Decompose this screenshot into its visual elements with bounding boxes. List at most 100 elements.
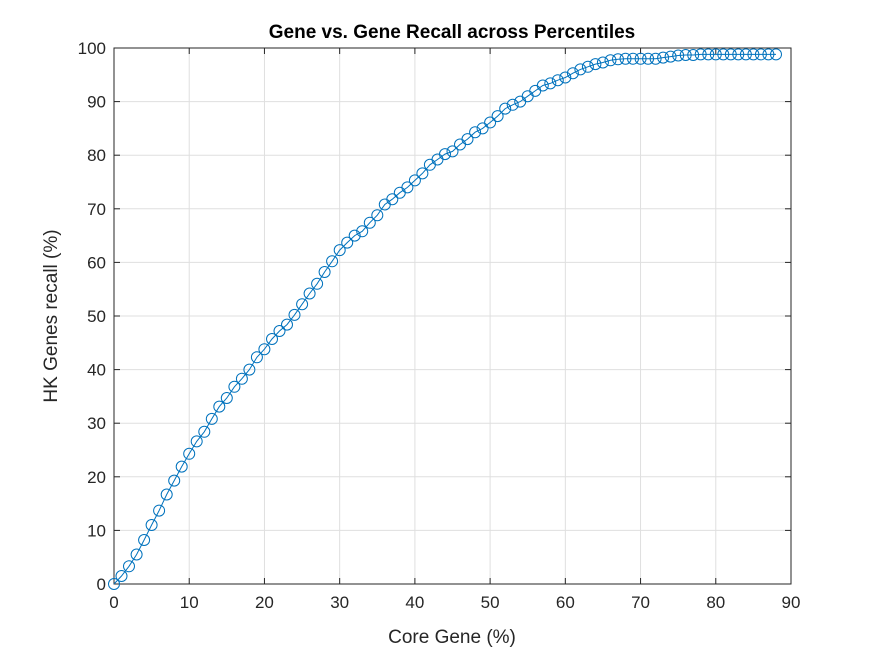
x-tick-label: 70 [631,593,650,612]
data-point [408,174,421,187]
x-tick-label: 40 [405,593,424,612]
data-point [694,48,707,61]
data-point [679,49,692,61]
data-point [371,209,384,222]
y-tick-label: 70 [87,200,106,219]
x-tick-label: 20 [255,593,274,612]
data-point [288,308,301,321]
x-tick-label: 80 [706,593,725,612]
data-point [581,60,594,73]
data-point [318,266,331,278]
data-point [687,49,700,61]
data-point [123,560,135,573]
data-point [213,400,226,413]
data-point [566,67,579,80]
data-point [198,425,211,438]
data-point [416,167,429,180]
data-point [596,56,609,69]
y-tick-label: 50 [87,307,106,326]
data-point [619,52,632,65]
data-point [281,318,293,331]
data-point [664,50,677,63]
y-tick-label: 0 [97,575,106,594]
data-point [183,447,196,460]
y-tick-label: 60 [87,253,106,272]
data-point [220,392,233,404]
x-tick-label: 30 [330,593,349,612]
data-point [115,570,128,582]
data-point [469,126,482,139]
y-tick-label: 30 [87,414,106,433]
data-point [476,122,489,135]
x-tick-labels: 0 10 20 30 40 50 60 70 80 90 [109,593,800,612]
data-point [145,519,158,531]
data-point [732,48,745,61]
data-point [649,52,662,65]
data-point [657,51,670,64]
data-point [386,193,399,206]
data-point [401,181,414,194]
data-point [717,48,730,61]
data-point [484,116,497,129]
data-point [574,63,587,76]
data-point [642,52,655,65]
data-point [754,48,767,61]
data-point [168,474,181,487]
data-point [153,504,166,517]
y-tick-labels: 0 10 20 30 40 50 60 70 80 90 100 [78,39,106,594]
data-point [446,145,459,158]
data-point [205,412,218,425]
data-point [296,298,309,311]
axis-ticks [113,47,792,585]
x-tick-label: 10 [180,593,199,612]
data-point [138,534,151,546]
data-point [551,74,564,87]
data-point [348,229,361,242]
data-point [250,351,263,364]
data-point [536,79,549,92]
data-point [190,435,203,448]
data-point [266,333,278,345]
chart-title: Gene vs. Gene Recall across Percentiles [269,22,635,43]
data-point [311,277,324,290]
x-tick-label: 0 [109,593,118,612]
y-tick-label: 100 [78,39,106,58]
data-point [589,58,602,71]
data-point [544,77,557,90]
data-point [724,48,737,61]
x-tick-label: 90 [782,593,801,612]
data-point [258,343,271,356]
data-point [130,548,143,561]
data-point [627,52,639,65]
data-point [108,578,120,590]
data-point [739,48,752,61]
y-tick-label: 10 [87,521,106,540]
data-point [559,71,572,84]
data-point [243,363,256,376]
data-point [333,244,346,257]
y-tick-label: 40 [87,361,106,380]
data-point [363,216,376,229]
data-point [461,133,474,146]
x-tick-label: 60 [556,593,575,612]
data-point [160,488,173,501]
data-point [770,48,782,61]
grid-lines [113,47,792,585]
y-tick-label: 80 [87,146,106,165]
series-line [113,53,776,585]
y-tick-label: 20 [87,468,106,487]
data-point [672,49,685,62]
data-point [612,53,624,66]
data-point [326,255,339,268]
data-point [604,54,617,67]
data-point [175,460,188,473]
data-point [273,325,286,337]
x-axis-label: Core Gene (%) [388,627,516,648]
data-point [762,48,775,61]
data-point [499,102,512,115]
data-point [709,48,722,61]
data-markers [108,48,782,590]
y-tick-label: 90 [87,93,106,112]
data-point [235,372,248,385]
